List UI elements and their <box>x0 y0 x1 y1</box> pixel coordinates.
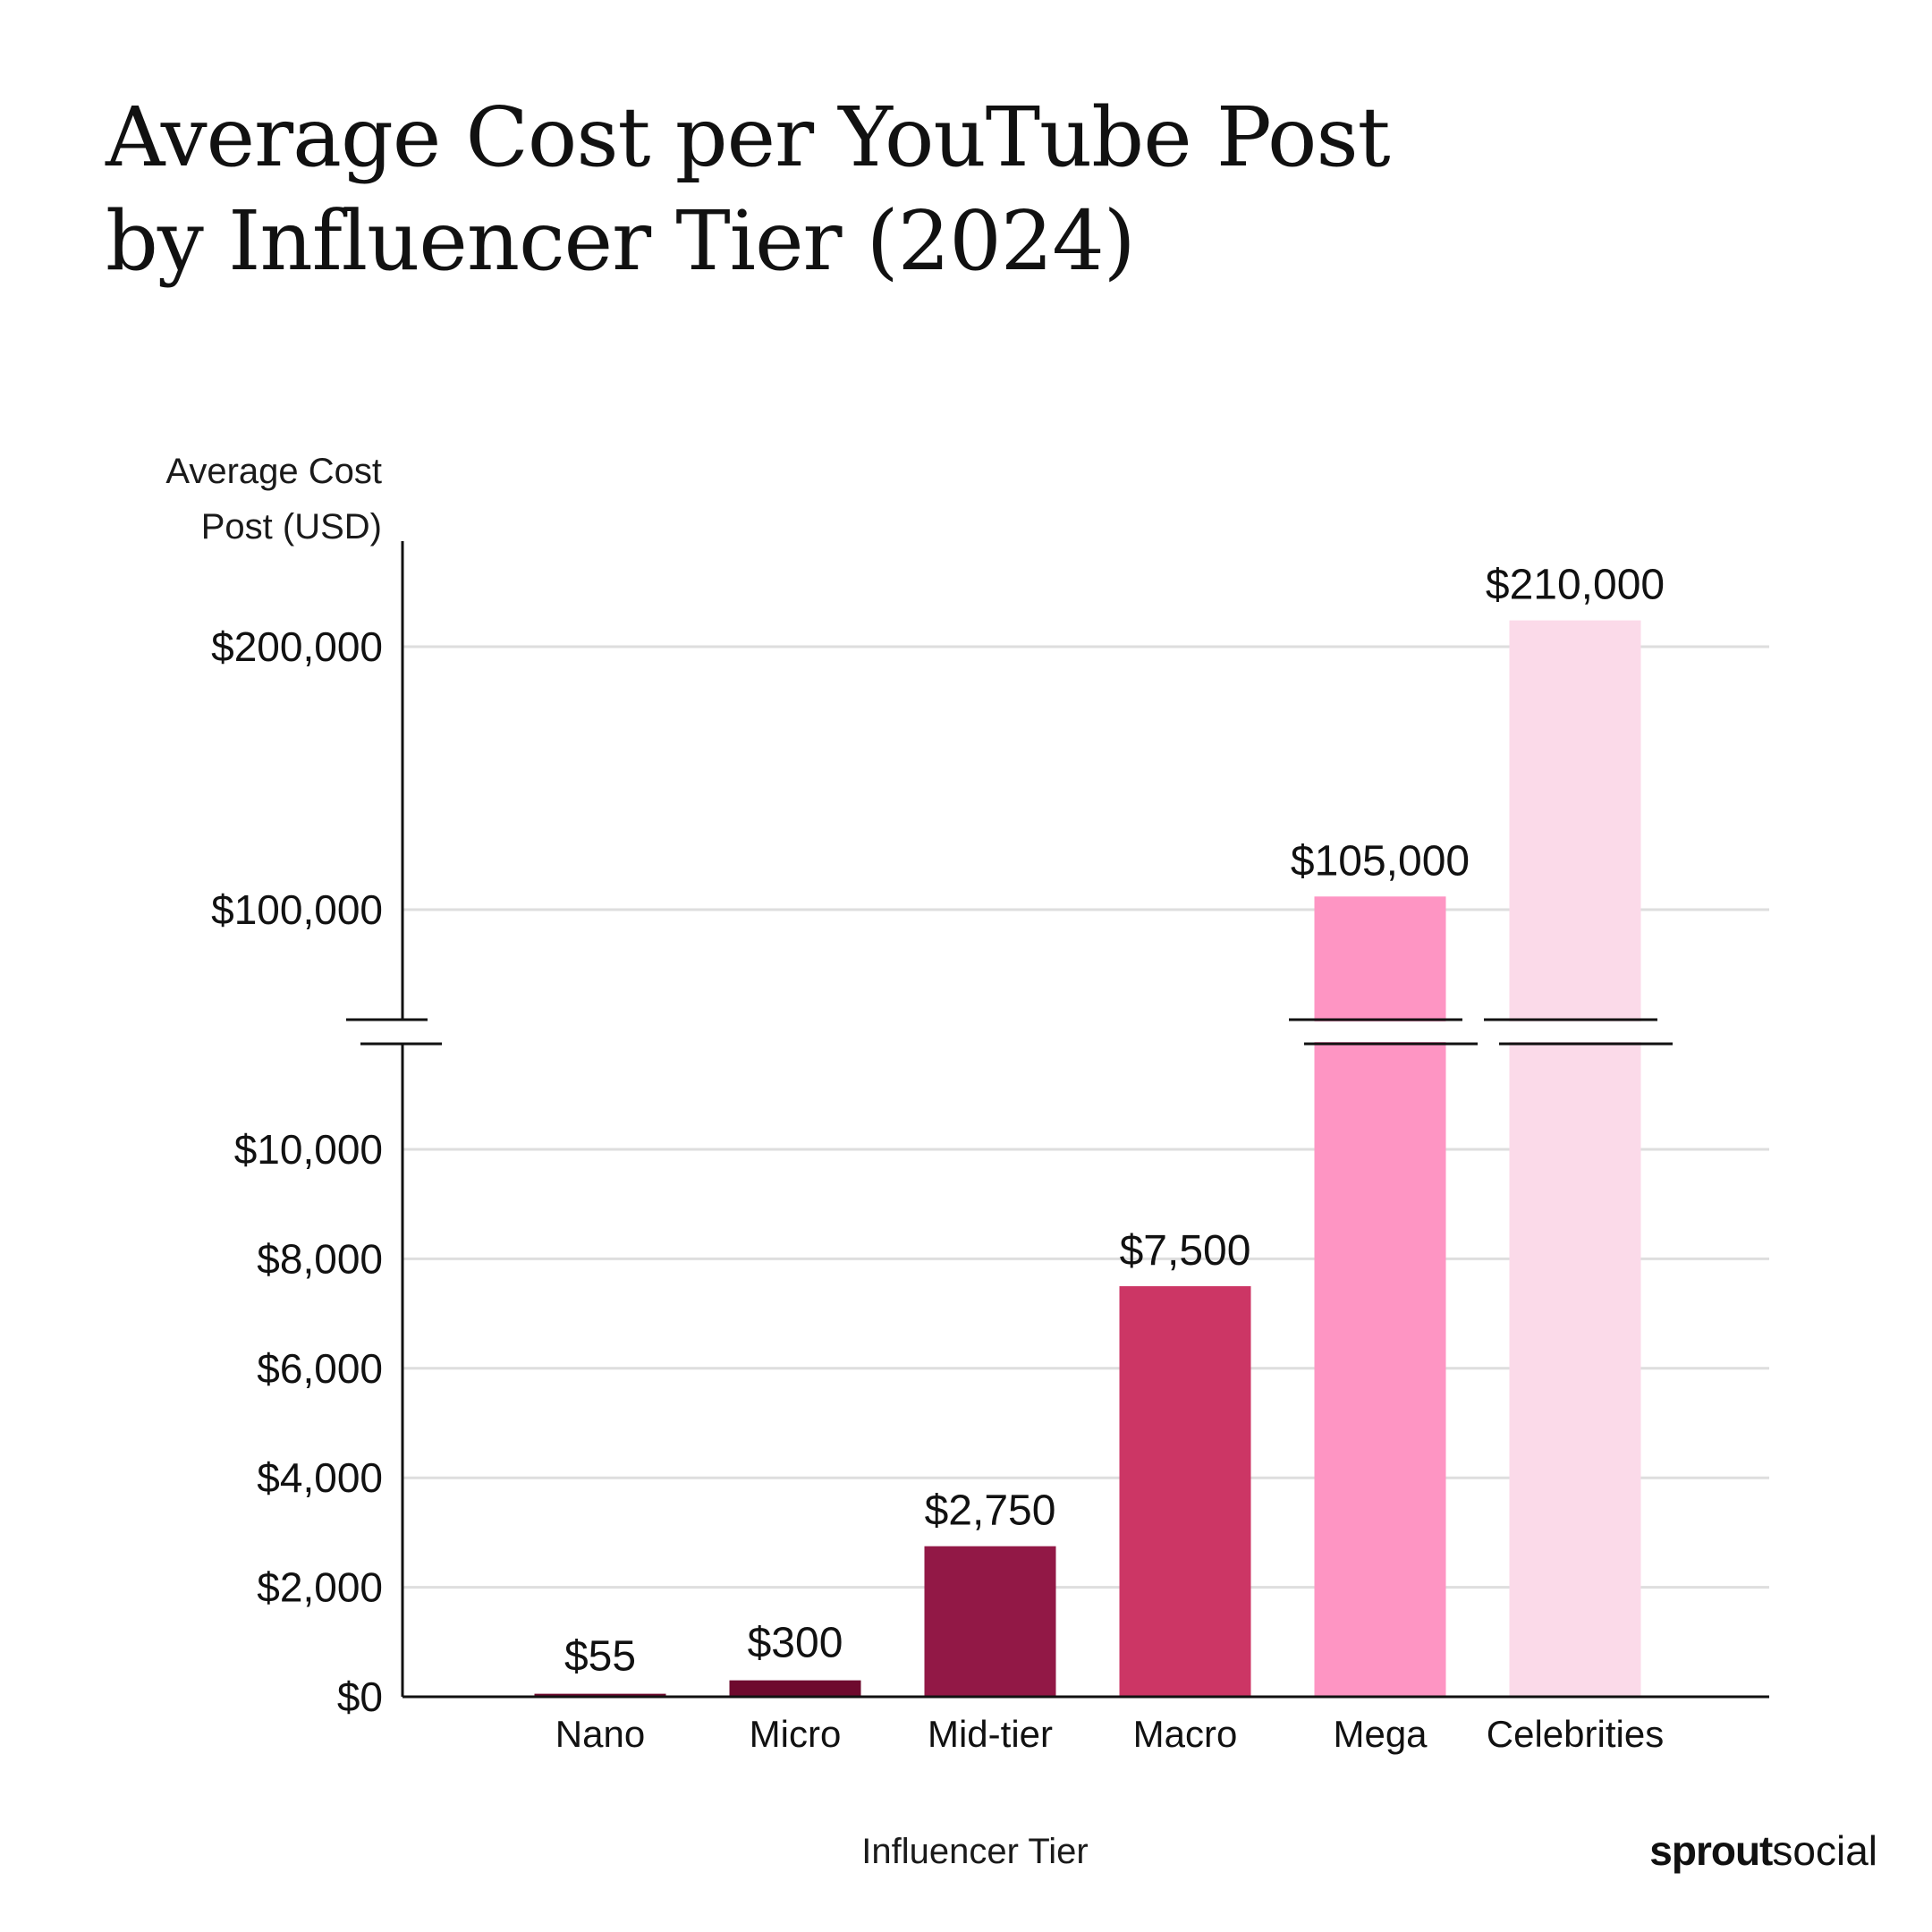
bar-macro <box>1119 1286 1251 1697</box>
x-tick-label: Mega <box>1333 1713 1428 1755</box>
sproutsocial-logo: sproutsocial <box>1649 1826 1877 1875</box>
x-tick-label: Macro <box>1133 1713 1238 1755</box>
bar-micro <box>729 1680 861 1697</box>
title-line-1: Average Cost per YouTube Post <box>106 89 1391 185</box>
bar-value-label: $210,000 <box>1486 562 1665 609</box>
y-axis-label-line-1: Average Cost <box>165 452 382 491</box>
bar-value-label: $105,000 <box>1291 837 1470 885</box>
bar-value-label: $300 <box>748 1620 843 1667</box>
x-axis-label: Influencer Tier <box>861 1832 1089 1871</box>
y-tick-label: $4,000 <box>257 1454 383 1501</box>
x-tick-label: Celebrities <box>1487 1713 1664 1755</box>
y-tick-label: $200,000 <box>211 623 383 670</box>
title-line-2: by Influencer Tier (2024) <box>106 193 1136 289</box>
y-axis-label: Average Cost Post (USD) <box>165 444 382 555</box>
bar-mid-tier <box>924 1546 1056 1697</box>
bar-value-label: $55 <box>564 1633 636 1681</box>
bar-mega <box>1314 896 1446 1697</box>
x-tick-label: Mid-tier <box>928 1713 1053 1755</box>
y-tick-label: $2,000 <box>257 1564 383 1611</box>
chart-title: Average Cost per YouTube Post by Influen… <box>106 86 1391 293</box>
bar-celebrities <box>1509 620 1641 1697</box>
axis-break-gap <box>399 1021 1775 1042</box>
bar-nano <box>534 1693 666 1697</box>
y-tick-label: $6,000 <box>257 1345 383 1392</box>
x-tick-label: Nano <box>555 1713 645 1755</box>
bar-value-label: $2,750 <box>925 1487 1056 1535</box>
x-tick-label: Micro <box>750 1713 842 1755</box>
y-tick-label: $0 <box>337 1674 383 1720</box>
y-tick-label: $100,000 <box>211 886 383 933</box>
y-tick-label: $10,000 <box>234 1126 383 1173</box>
logo-bold-text: sprout <box>1649 1827 1773 1874</box>
y-axis-label-line-2: Post (USD) <box>200 507 382 547</box>
y-tick-label: $8,000 <box>257 1235 383 1282</box>
bar-value-label: $7,500 <box>1120 1227 1251 1275</box>
logo-light-text: social <box>1772 1827 1877 1874</box>
